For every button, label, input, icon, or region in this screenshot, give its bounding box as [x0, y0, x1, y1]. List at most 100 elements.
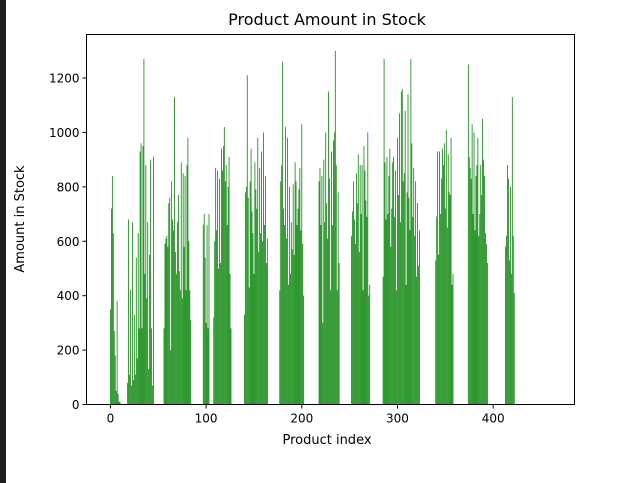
bar [279, 290, 281, 405]
bar [298, 189, 300, 405]
bar [129, 374, 130, 405]
bar [338, 263, 340, 405]
bar [417, 203, 418, 405]
bar [442, 148, 443, 405]
bar [110, 309, 111, 405]
y-tick-label: 1200 [49, 72, 80, 86]
bar [368, 295, 370, 405]
bar [416, 276, 418, 405]
bar [245, 186, 247, 405]
bar [468, 156, 470, 405]
bar [249, 181, 251, 405]
bar [512, 235, 514, 405]
bar [149, 254, 151, 405]
bar [361, 165, 363, 405]
bar [446, 227, 448, 405]
bar [369, 284, 371, 405]
bar [332, 140, 334, 405]
bar [244, 192, 246, 405]
bar [118, 401, 120, 405]
bar [399, 222, 401, 405]
bar [117, 393, 119, 405]
bar [110, 208, 112, 405]
bar [145, 165, 147, 405]
y-tick-label: 800 [57, 180, 80, 194]
bar [256, 208, 258, 405]
bar [202, 224, 204, 405]
bar [206, 224, 208, 405]
bar [401, 88, 403, 405]
bars [110, 50, 515, 405]
bar [289, 273, 291, 405]
bar [167, 246, 169, 405]
bar [130, 290, 131, 405]
bar [478, 235, 480, 405]
bar [449, 195, 451, 405]
bar [328, 91, 329, 405]
bar [247, 197, 249, 405]
bar [134, 374, 136, 405]
bar [393, 156, 395, 405]
bar [141, 328, 143, 405]
bar [399, 113, 400, 405]
bar [513, 292, 515, 405]
y-tick-label: 400 [57, 289, 80, 303]
bar [508, 178, 509, 405]
bar [227, 186, 229, 405]
bar [354, 243, 356, 405]
bar [251, 211, 253, 405]
bar [172, 219, 174, 405]
bar [331, 151, 332, 405]
bar [143, 58, 145, 405]
bar [469, 167, 471, 405]
bar [250, 148, 252, 405]
bar [359, 165, 361, 405]
bar [403, 173, 405, 405]
bar [402, 181, 404, 405]
bar [292, 184, 294, 405]
bar [323, 159, 325, 405]
bar [354, 219, 355, 405]
bar-chart: Product Amount in Stock 0 200 400 600 800 100… [13, 10, 575, 448]
bar [288, 186, 290, 405]
bar [397, 137, 398, 405]
bar [258, 252, 260, 405]
bar [153, 156, 154, 405]
bar [439, 151, 440, 405]
bar [147, 222, 149, 405]
bar [443, 165, 444, 405]
bar [325, 132, 327, 405]
bar [213, 317, 215, 405]
bar [131, 385, 132, 405]
bar [353, 181, 354, 405]
bar [137, 233, 139, 405]
y-tick-label: 0 [72, 398, 80, 412]
bar [356, 203, 358, 405]
bar [119, 401, 121, 405]
bar [303, 295, 305, 405]
bar [358, 252, 360, 405]
bar [386, 156, 388, 405]
bar [138, 328, 140, 405]
bar [168, 203, 170, 405]
bar [506, 235, 507, 405]
bar [229, 273, 231, 405]
bar [169, 197, 171, 405]
bar [367, 132, 369, 405]
bar [133, 314, 135, 405]
bar [128, 219, 129, 405]
bar [355, 173, 357, 405]
bar [208, 214, 210, 405]
y-axis: 0 200 400 600 800 1000 1200 [49, 72, 87, 412]
bar [395, 170, 396, 405]
bar [217, 170, 218, 405]
x-tick-label: 200 [290, 412, 313, 426]
bar [248, 287, 250, 405]
bar [142, 146, 144, 405]
bar [136, 358, 138, 405]
bar [414, 235, 416, 405]
bar [287, 137, 288, 405]
bar [163, 328, 165, 405]
bar [177, 195, 179, 405]
bar [337, 192, 339, 405]
